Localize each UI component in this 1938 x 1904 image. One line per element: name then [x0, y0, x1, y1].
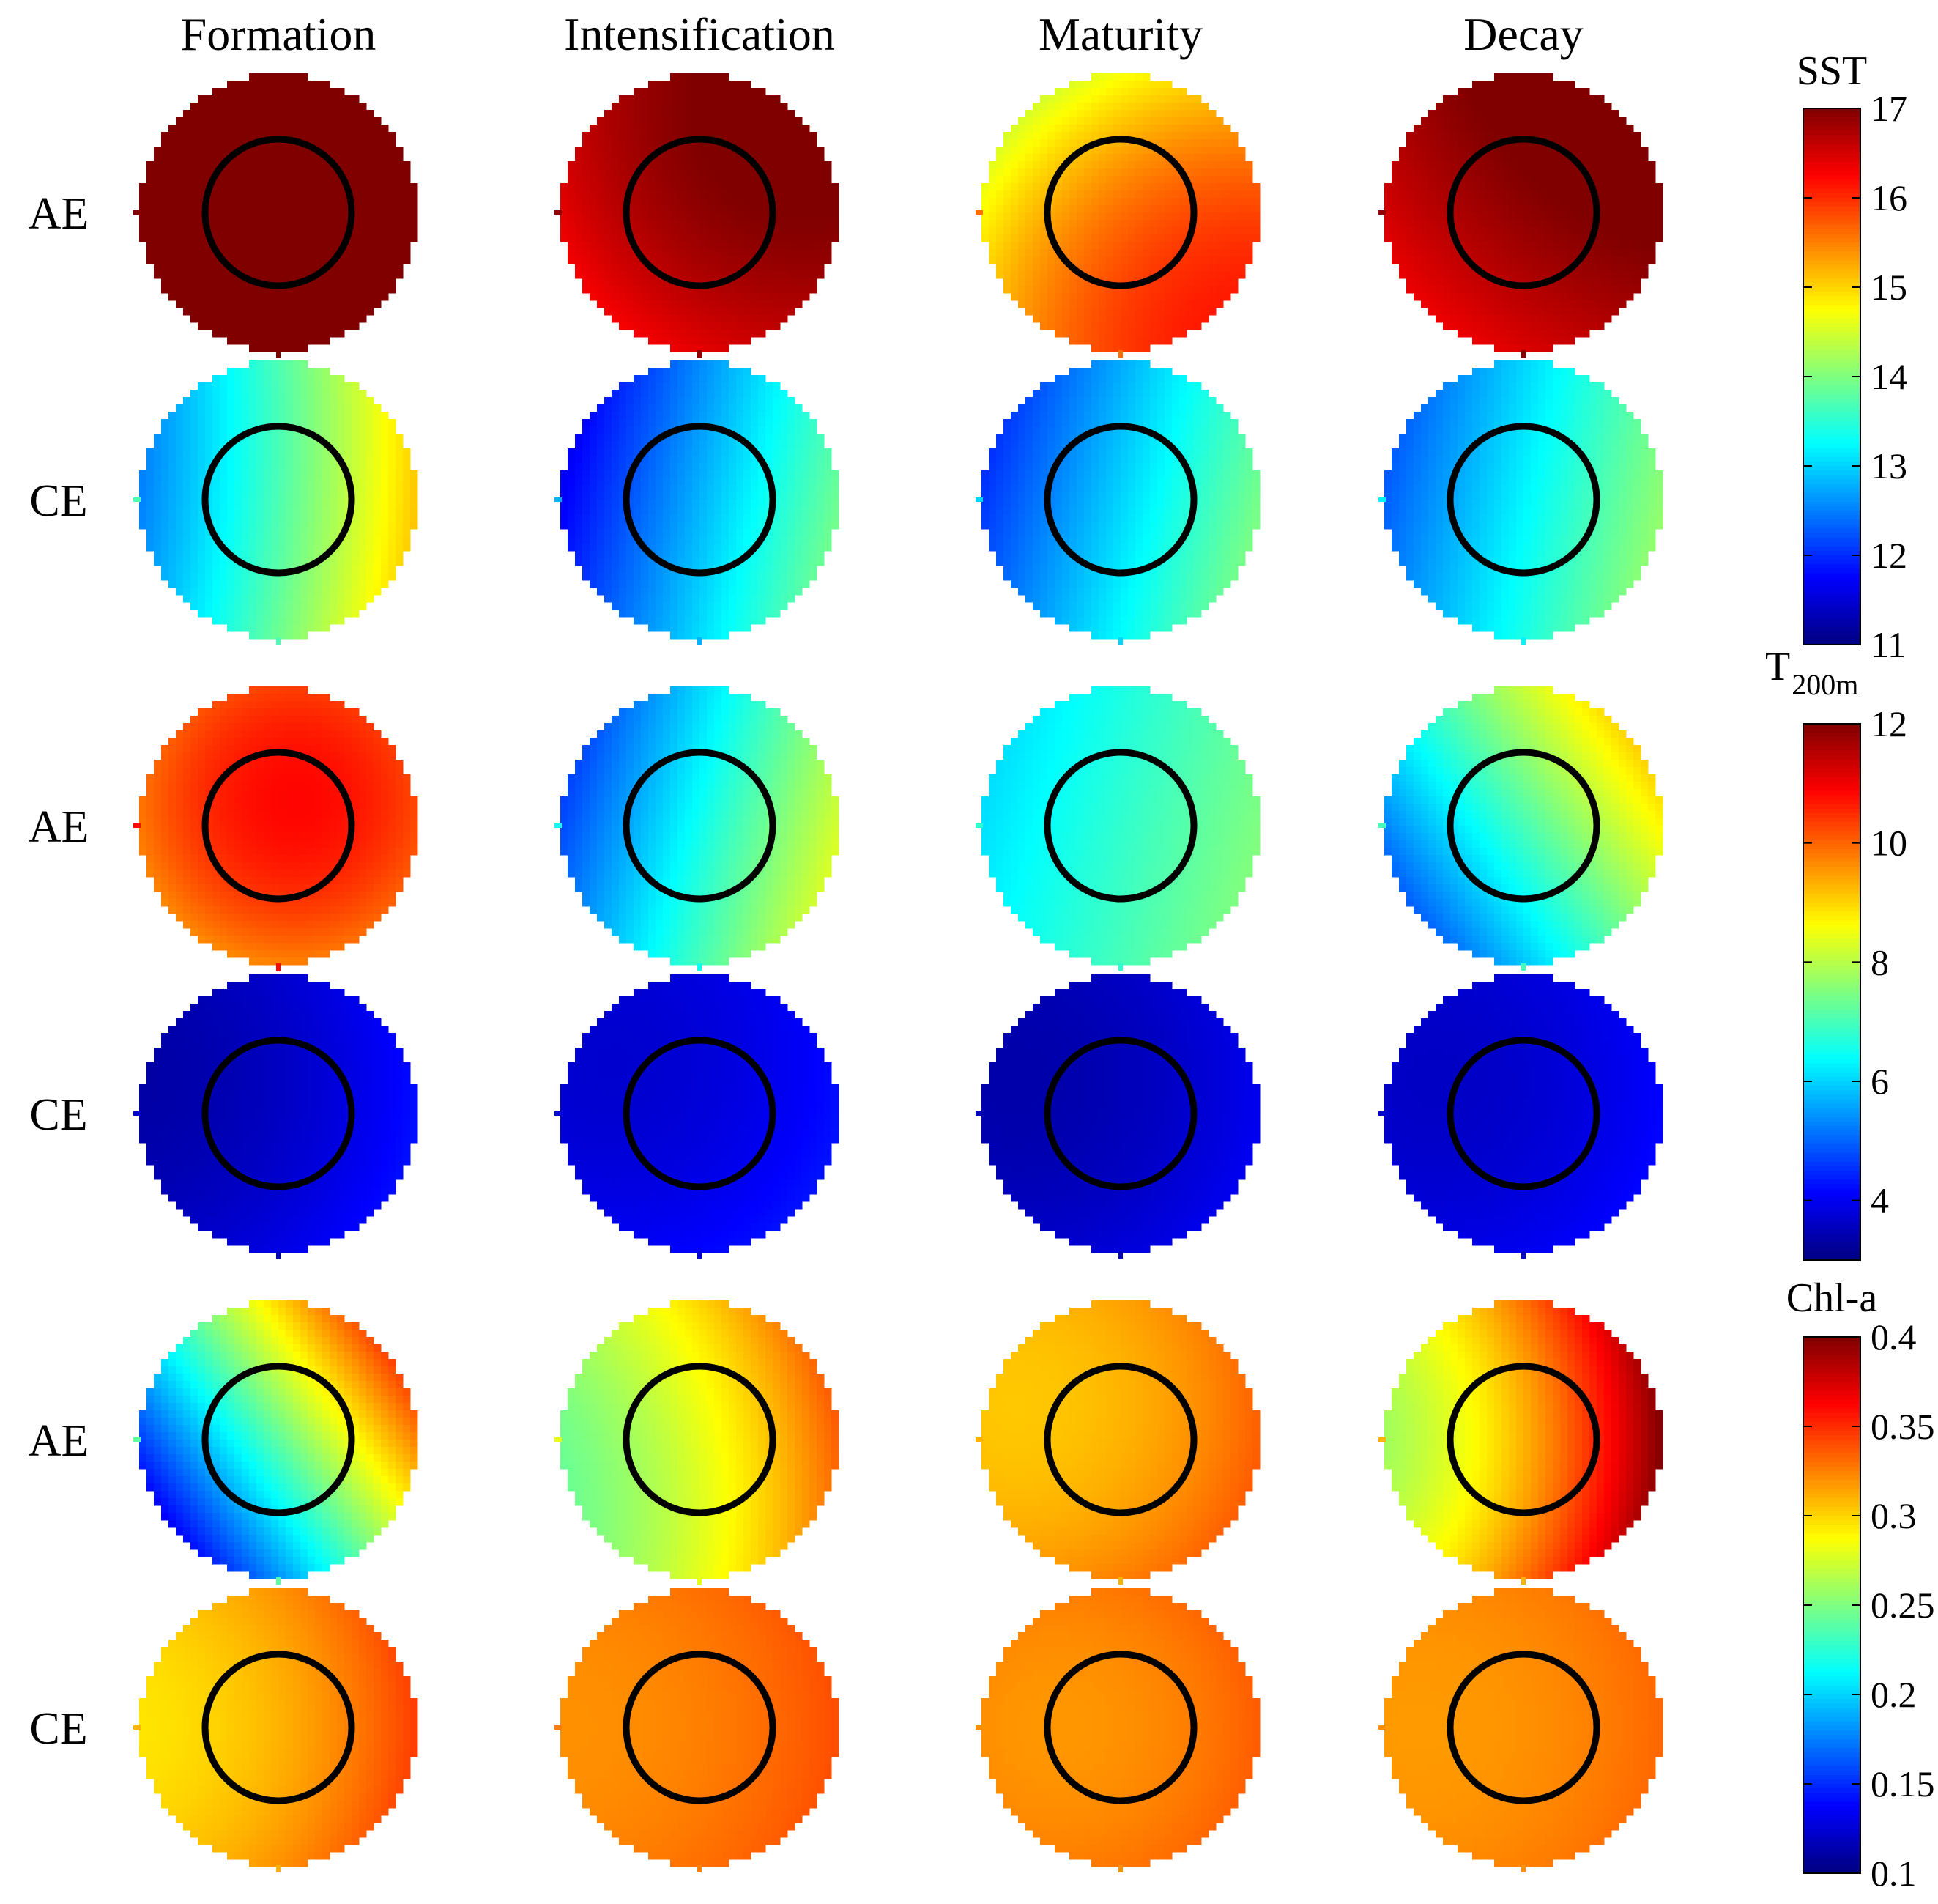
eddy-panels: [133, 73, 1663, 1872]
colorbar-tick-label: 0.4: [1871, 1316, 1917, 1357]
colorbar-tick-label: 0.3: [1871, 1495, 1917, 1536]
colorbar-tick-label: 8: [1871, 941, 1889, 982]
colorbar-title: T200m: [1765, 644, 1858, 701]
panel-t200m-ae-decay: [1378, 686, 1663, 971]
panel-sst-ae-intensification: [554, 73, 839, 358]
panel-chl-a-ae-decay: [1378, 1300, 1663, 1585]
panel-chl-a-ae-formation: [133, 1300, 418, 1585]
column-title-intensification: Intensification: [564, 8, 835, 60]
column-titles: Formation Intensification Maturity Decay: [181, 8, 1584, 60]
colorbar-tick-label: 17: [1871, 88, 1907, 129]
row-label-ae: AE: [29, 802, 89, 852]
column-title-decay: Decay: [1463, 8, 1583, 60]
panel-chl-a-ce-decay: [1378, 1588, 1663, 1872]
panel-sst-ce-maturity: [976, 360, 1261, 645]
panel-t200m-ce-intensification: [554, 974, 839, 1259]
colorbar-tick-label: 0.2: [1871, 1674, 1917, 1715]
colorbar-tick-label: 14: [1871, 356, 1907, 397]
panel-sst-ce-intensification: [554, 360, 839, 645]
panel-t200m-ae-maturity: [976, 686, 1261, 971]
colorbar-title: Chl-a: [1786, 1275, 1878, 1321]
colorbar-t200m: T200m 4 6 8 10 12: [1765, 644, 1907, 1261]
colorbar-tick-label: 10: [1871, 823, 1907, 864]
column-title-maturity: Maturity: [1039, 8, 1203, 60]
colorbar-tick-label: 0.35: [1871, 1406, 1935, 1447]
panel-t200m-ae-formation: [133, 686, 418, 971]
panel-t200m-ce-maturity: [976, 974, 1261, 1259]
panel-chl-a-ae-intensification: [554, 1300, 839, 1585]
row-label-ae: AE: [29, 1416, 89, 1466]
panel-sst-ce-formation: [133, 360, 418, 645]
colorbar-tick-label: 12: [1871, 535, 1907, 576]
colorbars: SST 11 12 13 14 15 16 17 T200m 4 6 8 10 12 Chl-a 0.1 0.1…: [1765, 48, 1935, 1894]
colorbar-tick-label: 11: [1871, 624, 1906, 665]
panel-sst-ae-maturity: [976, 73, 1261, 358]
row-label-ce: CE: [29, 1090, 87, 1140]
panel-chl-a-ce-maturity: [976, 1588, 1261, 1872]
column-title-formation: Formation: [181, 8, 376, 60]
colorbar-tick-label: 15: [1871, 267, 1907, 308]
panel-t200m-ce-decay: [1378, 974, 1663, 1259]
colorbar-tick-label: 13: [1871, 445, 1907, 486]
colorbar-tick-label: 0.25: [1871, 1585, 1935, 1626]
colorbar-tick-label: 6: [1871, 1061, 1889, 1102]
panel-chl-a-ae-maturity: [976, 1300, 1261, 1585]
panel-chl-a-ce-formation: [133, 1588, 418, 1872]
panel-t200m-ce-formation: [133, 974, 418, 1259]
panel-sst-ce-decay: [1378, 360, 1663, 645]
colorbar-tick-label: 16: [1871, 177, 1907, 218]
colorbar-chl-a: Chl-a 0.1 0.15 0.2 0.25 0.3 0.35 0.4: [1786, 1275, 1935, 1894]
panel-sst-ae-formation: [133, 73, 418, 358]
row-labels: AE CE AE CE AE CE: [29, 189, 89, 1754]
panel-sst-ae-decay: [1378, 73, 1663, 358]
colorbar-title: SST: [1797, 48, 1868, 94]
colorbar-tick-label: 4: [1871, 1180, 1889, 1221]
row-label-ce: CE: [29, 476, 87, 526]
colorbar-tick-label: 12: [1871, 703, 1907, 744]
colorbar-sst: SST 11 12 13 14 15 16 17: [1797, 48, 1907, 665]
colorbar-tick-label: 0.1: [1871, 1853, 1917, 1894]
panel-t200m-ae-intensification: [554, 686, 839, 971]
panel-chl-a-ce-intensification: [554, 1588, 839, 1872]
row-label-ce: CE: [29, 1704, 87, 1754]
colorbar-tick-label: 0.15: [1871, 1763, 1935, 1804]
row-label-ae: AE: [29, 189, 89, 239]
